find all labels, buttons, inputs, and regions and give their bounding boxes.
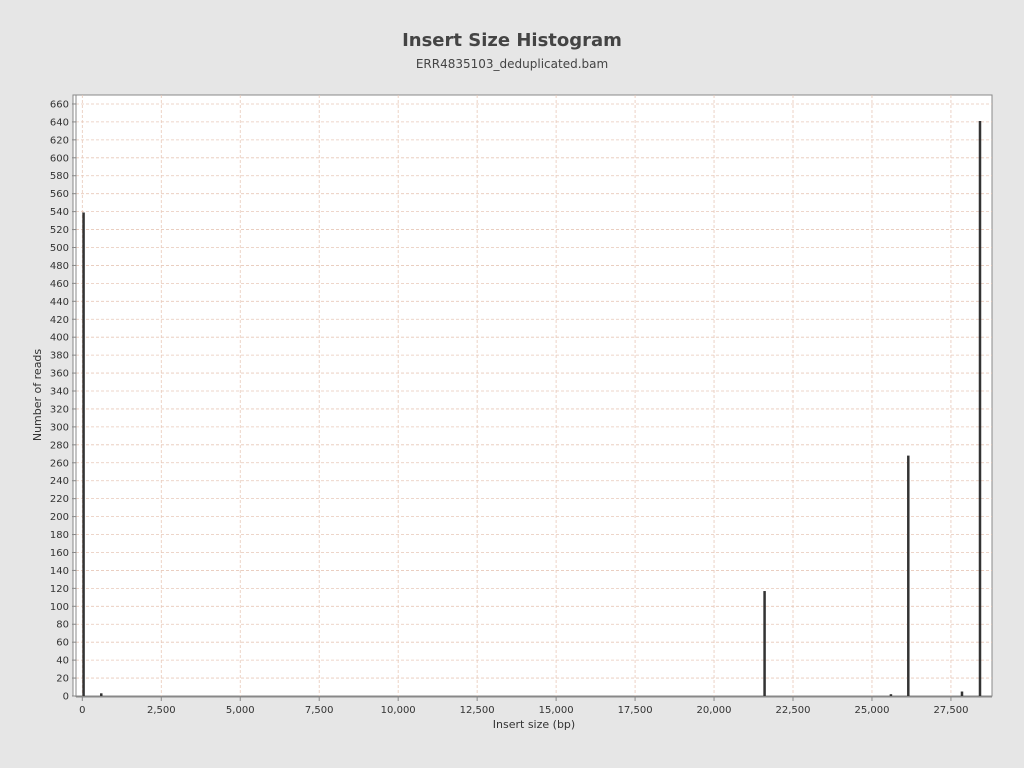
x-tick-label: 17,500 [618,705,653,716]
histogram-bar [960,691,964,696]
y-tick-label: 360 [50,369,69,380]
histogram-bars [82,121,982,697]
histogram-bar [763,591,766,696]
y-tick-label: 560 [50,189,69,200]
x-tick-label: 2,500 [147,705,176,716]
x-tick-label: 12,500 [460,705,495,716]
y-tick-label: 640 [50,117,69,128]
y-tick-label: 400 [50,333,69,344]
y-tick-label: 540 [50,207,69,218]
y-tick-label: 480 [50,261,69,272]
x-tick-label: 10,000 [381,705,416,716]
y-tick-label: 160 [50,548,69,559]
x-tick-label: 27,500 [933,705,968,716]
x-axis-label: Insert size (bp) [493,718,575,731]
y-tick-label: 180 [50,530,69,541]
plot-area [72,94,993,697]
y-tick-label: 600 [50,153,69,164]
y-tick-label: 280 [50,440,69,451]
y-tick-label: 260 [50,458,69,469]
histogram-bar [978,121,982,697]
y-axis-label: Number of reads [31,349,44,442]
y-axis-ticks: 0 20 40 60 80 100 120 140 160 180 200 220 240 260 280 3… [50,99,76,703]
x-tick-label: 22,500 [776,705,811,716]
histogram-bar [907,455,910,696]
y-tick-label: 620 [50,135,69,146]
histogram-bar [82,212,85,696]
y-tick-label: 40 [56,656,69,667]
x-tick-label: 25,000 [854,705,889,716]
y-tick-label: 120 [50,584,69,595]
x-tick-label: 20,000 [697,705,732,716]
x-tick-label: 7,500 [305,705,334,716]
y-tick-label: 20 [56,674,69,685]
y-tick-label: 300 [50,422,69,433]
x-tick-label: 5,000 [226,705,255,716]
y-tick-label: 100 [50,602,69,613]
y-tick-label: 200 [50,512,69,523]
y-tick-label: 500 [50,243,69,254]
y-tick-label: 520 [50,225,69,236]
x-tick-label: 0 [79,705,85,716]
y-tick-label: 660 [50,99,69,110]
y-tick-label: 420 [50,315,69,326]
y-tick-label: 380 [50,351,69,362]
y-tick-label: 220 [50,494,69,505]
y-tick-label: 80 [56,620,69,631]
y-tick-label: 140 [50,566,69,577]
y-tick-label: 0 [63,692,69,703]
x-tick-label: 15,000 [539,705,574,716]
chart-subtitle: ERR4835103_deduplicated.bam [415,57,609,71]
y-tick-label: 340 [50,387,69,398]
y-tick-label: 240 [50,476,69,487]
x-axis-ticks: 0 2,500 5,000 7,500 10,000 12,500 15,000 17,500… [79,697,968,716]
histogram-bar [100,693,103,696]
y-tick-label: 440 [50,297,69,308]
chart-title: Insert Size Histogram [402,30,622,51]
y-tick-label: 460 [50,279,69,290]
y-tick-label: 580 [50,171,69,182]
grid-lines [76,95,992,696]
y-tick-label: 60 [56,638,69,649]
histogram-bar [889,694,893,696]
y-tick-label: 320 [50,404,69,415]
